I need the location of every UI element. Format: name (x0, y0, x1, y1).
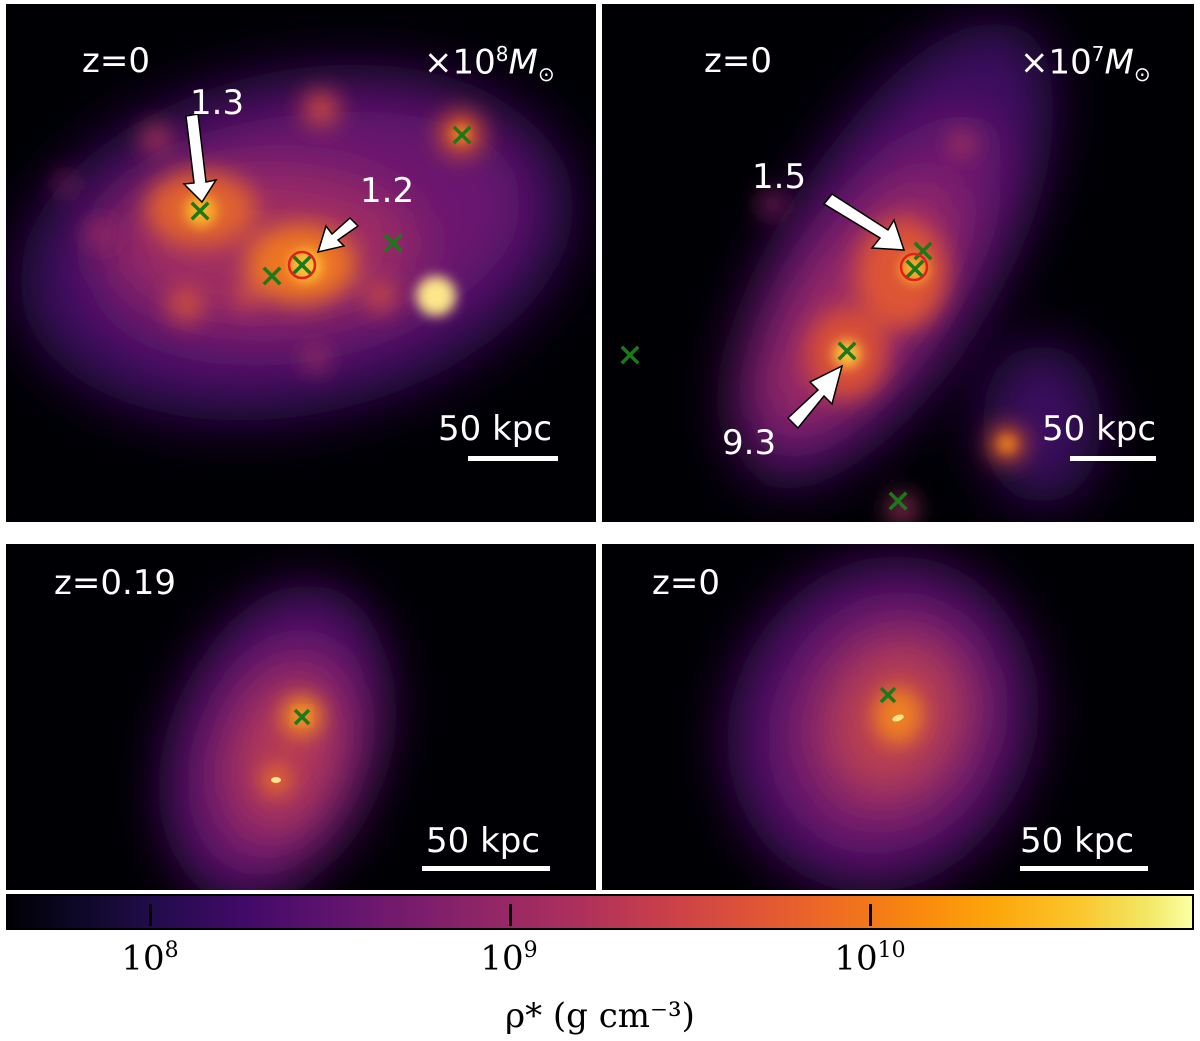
markers-bottom-left (293, 708, 311, 726)
halo-cross-marker (262, 266, 282, 286)
halo-cross-marker (888, 491, 908, 511)
halo-cross-marker (620, 345, 640, 365)
tick-exponent: 9 (523, 938, 538, 963)
tick-exponent: 10 (877, 938, 906, 963)
mass-exponent: 7 (1091, 42, 1105, 66)
density-map-bottom-right (728, 557, 1036, 890)
mass-symbol: M (508, 42, 538, 83)
colorbar-gradient (8, 896, 1192, 928)
main-halo-circle-marker (287, 250, 317, 280)
halo-cross-marker (383, 233, 403, 253)
scale-bar-label: 50 kpc (426, 821, 541, 861)
redshift-label: z=0 (82, 41, 150, 81)
mass-unit-label: ×108M⊙ (424, 44, 555, 84)
halo-mass-annotation: 9.3 (722, 423, 777, 463)
halo-mass-annotation: 1.2 (360, 171, 415, 211)
halo-mass-annotation: 1.3 (190, 83, 245, 123)
mass-subscript: ⊙ (537, 62, 555, 87)
panel-top-right: z=0 ×107M⊙ 1.5 9.3 50 kpc (602, 4, 1194, 522)
mass-symbol: M (1104, 42, 1134, 83)
scale-bar (1020, 866, 1148, 871)
arrow-icon (182, 113, 218, 204)
halo-cross-marker (837, 341, 857, 361)
scale-bar-label: 50 kpc (438, 409, 553, 449)
redshift-label: z=0 (704, 41, 772, 81)
tick-base: 10 (834, 938, 878, 979)
halo-cross-marker (452, 125, 472, 145)
arrow-icon (822, 193, 906, 251)
halo-cross-marker (905, 259, 925, 279)
halo-mass-annotation: 1.5 (752, 157, 807, 197)
halo-cross-marker (292, 255, 312, 275)
redshift-label: z=0.19 (54, 563, 177, 603)
redshift-label: z=0 (652, 563, 720, 603)
mass-exponent: 8 (495, 42, 509, 66)
markers-top-left (182, 113, 472, 286)
arrow-icon (316, 216, 360, 254)
panel-bottom-left: z=0.19 50 kpc (6, 544, 596, 890)
scale-bar (422, 866, 550, 871)
scale-bar-label: 50 kpc (1042, 409, 1157, 449)
colorbar-tick (149, 904, 152, 926)
colorbar-axis-label: ρ* (g cm⁻³) (505, 996, 695, 1036)
colorbar-tick-label: 108 (121, 938, 178, 978)
tick-exponent: 8 (164, 938, 179, 963)
colorbar-tick (509, 904, 512, 926)
mass-subscript: ⊙ (1133, 62, 1151, 87)
colorbar (6, 894, 1194, 930)
scale-bar (468, 456, 558, 461)
mass-unit-label: ×107M⊙ (1020, 44, 1151, 84)
halo-cross-marker (190, 201, 210, 221)
colorbar-tick (869, 904, 872, 926)
markers-bottom-right (879, 686, 897, 704)
colorbar-tick-label: 109 (480, 938, 537, 978)
halo-cross-marker (879, 686, 897, 704)
arrow-icon (786, 364, 844, 430)
density-map-top-right (730, 22, 1102, 522)
mass-prefix: ×10 (1020, 42, 1092, 83)
panel-top-left: z=0 ×108M⊙ 1.3 1.2 50 kpc (6, 4, 596, 522)
main-halo-circle-marker (899, 252, 929, 282)
markers-top-right (620, 193, 933, 511)
halo-cross-marker (293, 708, 311, 726)
colorbar-tick-label: 1010 (834, 938, 905, 978)
tick-base: 10 (480, 938, 524, 979)
density-map-bottom-left (162, 584, 390, 890)
mass-prefix: ×10 (424, 42, 496, 83)
scale-bar (1070, 456, 1156, 461)
scale-bar-label: 50 kpc (1020, 821, 1135, 861)
panel-bottom-right: z=0 50 kpc (602, 544, 1194, 890)
tick-base: 10 (121, 938, 165, 979)
